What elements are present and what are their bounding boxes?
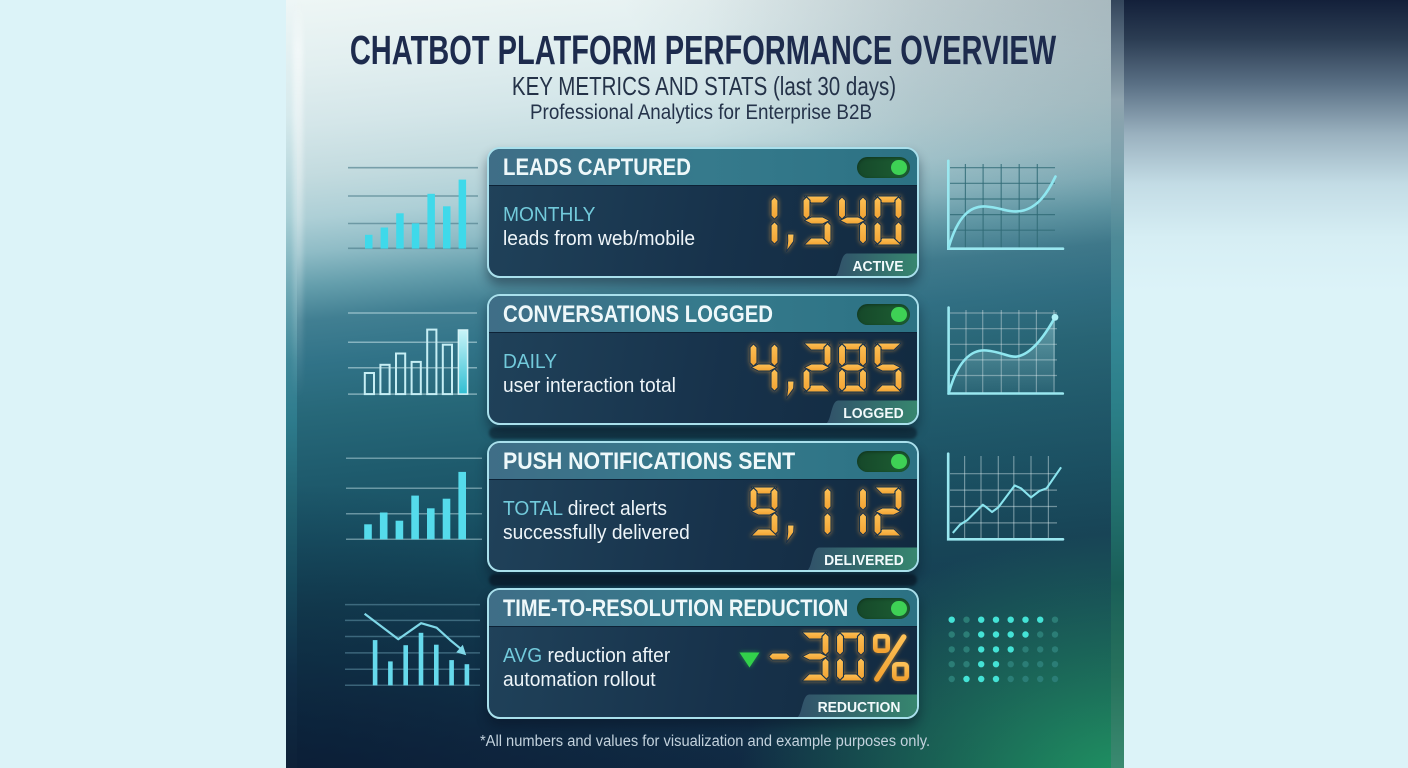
svg-text:LOGGED: LOGGED [843,405,903,422]
svg-text:ACTIVE: ACTIVE [852,258,903,275]
svg-text:DELIVERED: DELIVERED [824,552,904,569]
svg-text:REDUCTION: REDUCTION [818,699,901,716]
